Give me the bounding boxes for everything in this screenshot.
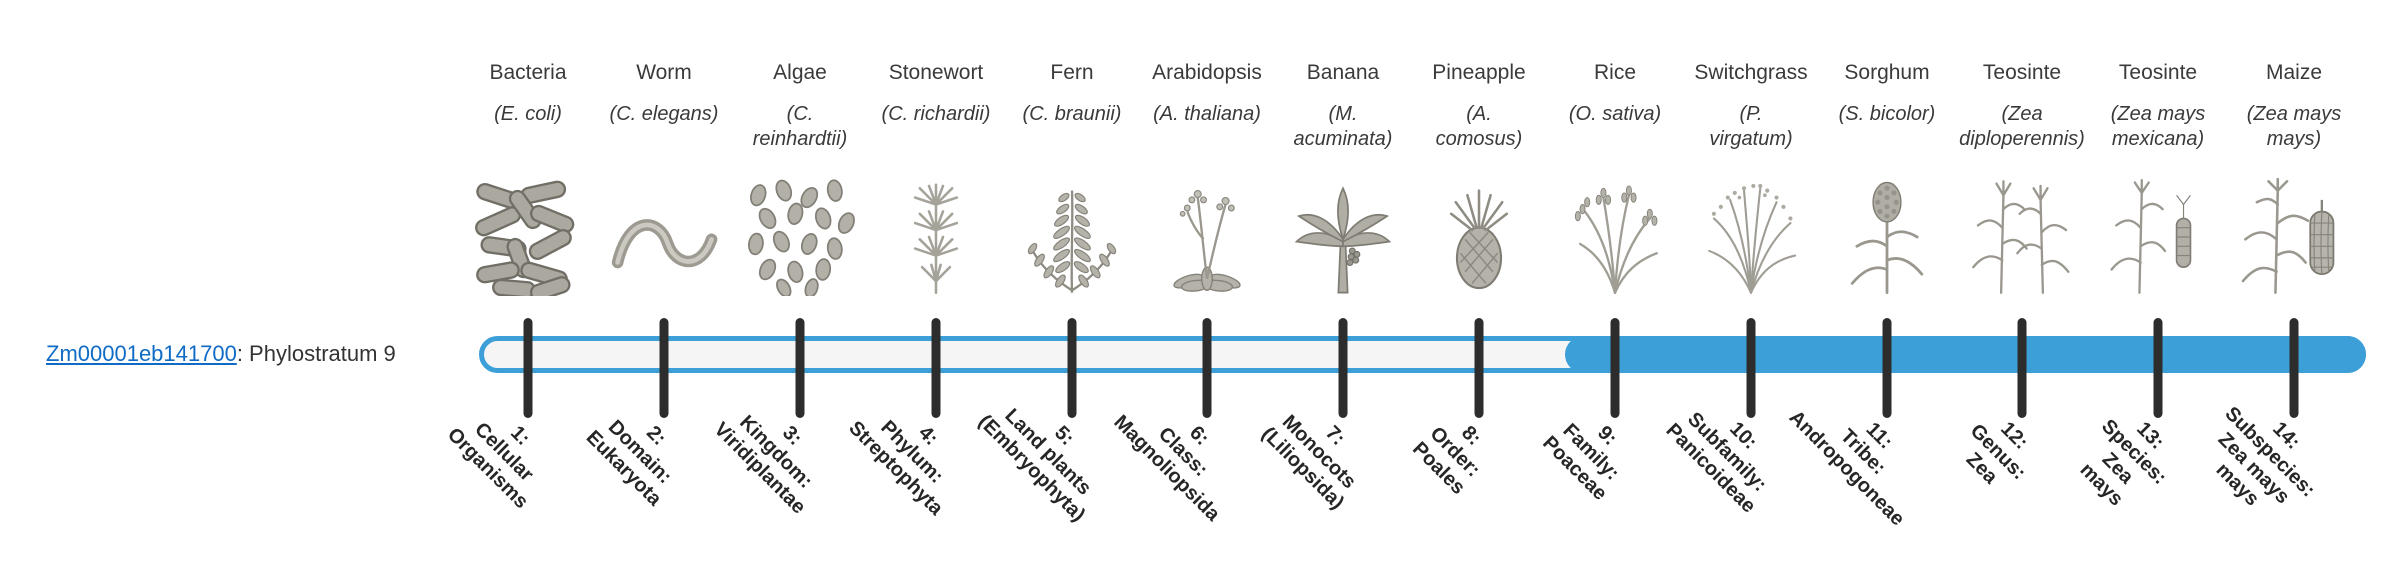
stonewort-icon: [866, 168, 1006, 296]
gene-label: Zm00001eb141700: Phylostratum 9: [46, 341, 396, 367]
phylostratum-label: 10: Subfamily: Panicoideae: [1661, 408, 1771, 518]
phylostratum-column-6: Arabidopsis (A. thaliana) 6: Class: Magn…: [1109, 0, 1277, 580]
phylostrata-bar-fill: [1565, 336, 2366, 373]
organism-scientific-name: (Zea diploperennis): [1959, 103, 2085, 150]
phylostratum-label: 2: Domain: Eukaryota: [581, 415, 677, 511]
phylostratum-column-12: Teosinte (Zea diploperennis) 12: Genus: …: [1952, 0, 2092, 580]
phylostratum-column-2: Worm (C. elegans) 2: Domain: Eukaryota: [582, 0, 734, 580]
phylostratum-column-9: Rice (O. sativa) 9: Family: Poaceae: [1538, 0, 1685, 580]
phylostratum-column-4: Stonewort (C. richardii) 4: Phylum: Stre…: [844, 0, 1006, 580]
phylostratum-label: 1: Cellular Organisms: [442, 418, 538, 514]
organism-common-name: Sorghum: [1844, 61, 1930, 84]
organism-scientific-name: (P. virgatum): [1709, 103, 1793, 150]
algae-icon: [730, 168, 870, 296]
organism-scientific-name: (A. comosus): [1435, 103, 1523, 150]
worm-icon: [594, 168, 734, 296]
phylostrata-bar: [479, 336, 2366, 373]
organism-scientific-name: (M. acuminata): [1293, 103, 1393, 150]
switchgrass-icon: [1681, 168, 1821, 296]
phylostratum-column-3: Algae (C. reinhardtii) 3: Kingdom: Virid…: [710, 0, 870, 580]
arabidopsis-icon: [1137, 168, 1277, 296]
organism-scientific-name: (C. braunii): [1022, 103, 1122, 125]
organism-scientific-name: (C. richardii): [881, 103, 991, 125]
teosinte-pair-icon: [1952, 168, 2092, 296]
organism-scientific-name: (C. elegans): [609, 103, 719, 125]
phylostratum-label: 7: Monocots (Liliopsida): [1257, 410, 1361, 514]
bacteria-icon: [458, 168, 598, 296]
organism-scientific-name: (E. coli): [494, 103, 562, 125]
tick-mark: [2289, 318, 2299, 418]
phylostratum-text: : Phylostratum 9: [236, 341, 396, 366]
tick-mark: [2017, 318, 2027, 418]
tick-mark: [1067, 318, 1077, 418]
phylostratum-column-13: Teosinte (Zea mays mexicana) 13: Species…: [2076, 0, 2228, 580]
organism-scientific-name: (Zea mays mexicana): [2110, 103, 2206, 150]
organism-common-name: Rice: [1593, 61, 1636, 84]
organism-common-name: Teosinte: [2118, 61, 2198, 84]
organism-common-name: Switchgrass: [1694, 61, 1808, 84]
tick-mark: [795, 318, 805, 418]
organism-scientific-name: (S. bicolor): [1838, 103, 1936, 125]
phylostratum-label: 12: Genus: Zea: [1961, 417, 2033, 489]
phylostratum-column-10: Switchgrass (P. virgatum) 10: Subfamily:…: [1662, 0, 1821, 580]
banana-icon: [1273, 168, 1413, 296]
phylostratum-label: 8: Order: Poales: [1408, 421, 1486, 499]
tick-mark: [1610, 318, 1620, 418]
organism-common-name: Bacteria: [489, 61, 567, 84]
organism-common-name: Pineapple: [1432, 61, 1526, 84]
sorghum-icon: [1817, 168, 1957, 296]
organism-common-name: Stonewort: [888, 61, 984, 84]
organism-common-name: Algae: [773, 61, 827, 84]
tick-mark: [1338, 318, 1348, 418]
organism-common-name: Worm: [636, 61, 692, 84]
tick-mark: [523, 318, 533, 418]
phylostratum-column-1: Bacteria (E. coli) 1: Cellular Organisms: [443, 0, 598, 580]
organism-scientific-name: (C. reinhardtii): [752, 103, 848, 150]
tick-mark: [659, 318, 669, 418]
tick-mark: [1202, 318, 1212, 418]
teosinte-ear-icon: [2088, 168, 2228, 296]
phylostratum-column-14: Maize (Zea mays mays) 14: Subspecies: Ze…: [2212, 0, 2364, 580]
organism-common-name: Fern: [1050, 61, 1094, 84]
phylostratum-column-11: Sorghum (S. bicolor) 11: Tribe: Andropog…: [1785, 0, 1957, 580]
organism-common-name: Teosinte: [1982, 61, 2062, 84]
tick-mark: [2153, 318, 2163, 418]
tick-mark: [1746, 318, 1756, 418]
organism-common-name: Banana: [1306, 61, 1380, 84]
phylostratum-column-5: Fern (C. braunii) 5: Land plants (Embryo…: [974, 0, 1142, 580]
organism-scientific-name: (Zea mays mays): [2246, 103, 2342, 150]
organism-common-name: Maize: [2265, 61, 2323, 84]
gene-id-link[interactable]: Zm00001eb141700: [46, 341, 237, 366]
phylostratum-label: 9: Family: Poaceae: [1538, 419, 1624, 505]
pineapple-icon: [1409, 168, 1549, 296]
tick-mark: [1474, 318, 1484, 418]
phylostratum-column-7: Banana (M. acuminata) 7: Monocots (Lilio…: [1257, 0, 1413, 580]
rice-icon: [1545, 168, 1685, 296]
phylostratum-column-8: Pineapple (A. comosus) 8: Order: Poales: [1408, 0, 1549, 580]
fern-icon: [1002, 168, 1142, 296]
tick-mark: [931, 318, 941, 418]
organism-common-name: Arabidopsis: [1152, 61, 1262, 84]
tick-mark: [1882, 318, 1892, 418]
maize-icon: [2224, 168, 2364, 296]
organism-scientific-name: (O. sativa): [1568, 103, 1662, 125]
organism-scientific-name: (A. thaliana): [1153, 103, 1261, 125]
